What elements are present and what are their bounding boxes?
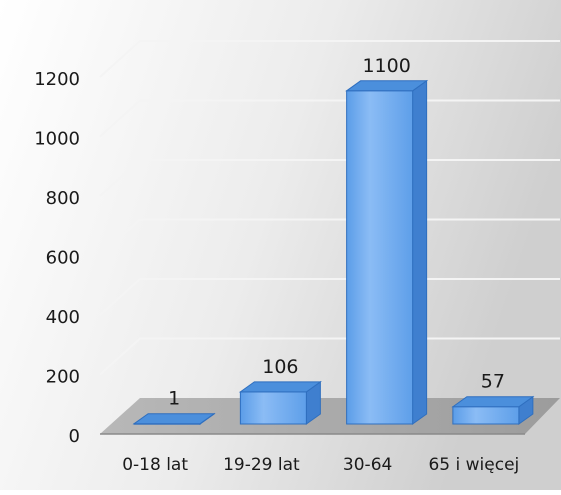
bar	[451, 395, 535, 425]
bar	[132, 412, 216, 425]
y-tick-label: 0	[69, 426, 80, 447]
y-tick-label: 1000	[34, 129, 80, 150]
bar-side-face	[412, 79, 428, 425]
y-axis-tick-labels: 0 200 400 600 800 1000 1200	[34, 69, 80, 447]
gridline	[99, 40, 560, 78]
x-category-label: 65 i więcej	[428, 455, 519, 475]
data-label: 57	[481, 371, 505, 393]
bar	[238, 380, 322, 425]
gridlines	[99, 40, 560, 376]
bars	[132, 79, 535, 425]
y-tick-label: 600	[46, 248, 80, 269]
y-tick-label: 200	[46, 367, 80, 388]
bar-top-face	[132, 413, 216, 425]
bar-front-face	[346, 90, 414, 425]
data-label: 1	[168, 388, 180, 410]
floor-plane	[100, 398, 560, 434]
data-label: 106	[262, 356, 298, 378]
bar-front-face	[452, 406, 520, 425]
x-category-label: 19-29 lat	[223, 455, 300, 475]
x-category-label: 30-64	[343, 455, 392, 475]
data-label: 1100	[362, 55, 410, 77]
bar-front-face	[239, 391, 307, 425]
y-tick-label: 800	[46, 188, 80, 209]
x-axis-category-labels: 0-18 lat 19-29 lat 30-64 65 i więcej	[122, 455, 519, 475]
y-tick-label: 400	[46, 307, 80, 328]
y-tick-label: 1200	[34, 69, 80, 90]
data-labels: 1 106 1100 57	[168, 55, 505, 410]
bar	[345, 79, 429, 425]
chart-floor	[100, 398, 560, 435]
x-category-label: 0-18 lat	[122, 455, 188, 475]
bar-top-face	[238, 381, 322, 393]
bar-top-face	[451, 396, 535, 408]
bar-top-face	[345, 80, 429, 92]
